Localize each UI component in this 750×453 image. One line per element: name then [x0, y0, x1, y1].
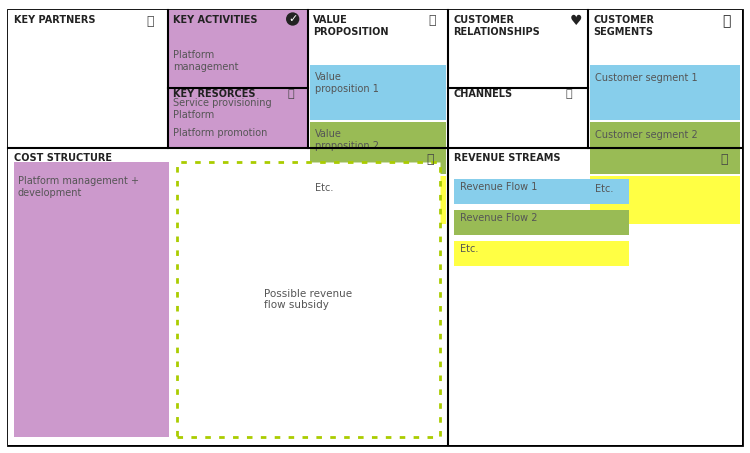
Text: Platform promotion: Platform promotion	[173, 128, 267, 138]
Text: ♥: ♥	[570, 14, 583, 28]
Bar	[310, 176, 446, 224]
Bar	[590, 65, 740, 120]
Text: 🌐: 🌐	[722, 14, 730, 28]
Bar	[8, 148, 448, 445]
Text: ✓: ✓	[288, 14, 297, 24]
Bar	[310, 122, 446, 174]
Bar	[177, 162, 440, 437]
Text: KEY PARTNERS: KEY PARTNERS	[14, 15, 95, 25]
Text: 💰: 💰	[720, 153, 728, 166]
Bar	[168, 10, 308, 148]
Text: Possible revenue
flow subsidy: Possible revenue flow subsidy	[265, 289, 352, 310]
Text: REVENUE STREAMS: REVENUE STREAMS	[454, 153, 560, 163]
Text: CUSTOMER
SEGMENTS: CUSTOMER SEGMENTS	[593, 15, 654, 37]
Text: KEY RESORCES: KEY RESORCES	[173, 89, 256, 99]
Text: 📌: 📌	[426, 153, 433, 166]
Text: Revenue Flow 1: Revenue Flow 1	[460, 182, 537, 192]
Text: Etc.: Etc.	[315, 183, 333, 193]
Text: Revenue Flow 2: Revenue Flow 2	[460, 213, 538, 223]
Text: VALUE
PROPOSITION: VALUE PROPOSITION	[313, 15, 388, 37]
Bar	[454, 210, 629, 235]
Text: ⛓: ⛓	[146, 15, 154, 28]
Text: COST STRUCTURE: COST STRUCTURE	[14, 153, 112, 163]
Bar	[310, 65, 446, 120]
Bar	[14, 162, 169, 437]
Text: KEY ACTIVITIES: KEY ACTIVITIES	[173, 15, 257, 25]
Text: Platform
management: Platform management	[173, 50, 238, 72]
Text: Value
proposition 1: Value proposition 1	[315, 72, 379, 94]
Bar	[454, 241, 629, 266]
Text: 🎁: 🎁	[428, 14, 436, 27]
Bar	[590, 176, 740, 224]
Text: 📊: 📊	[288, 89, 295, 99]
Bar	[8, 10, 168, 148]
Text: Value
proposition 2: Value proposition 2	[315, 129, 379, 150]
Text: Etc.: Etc.	[595, 184, 613, 194]
Bar	[448, 148, 742, 445]
Text: CHANNELS: CHANNELS	[453, 89, 512, 99]
Text: Customer segment 2: Customer segment 2	[595, 130, 698, 140]
Bar	[454, 179, 629, 204]
Text: Platform: Platform	[173, 110, 214, 120]
Text: Etc.: Etc.	[460, 244, 478, 254]
Bar	[448, 10, 588, 148]
Text: CUSTOMER
RELATIONSHIPS: CUSTOMER RELATIONSHIPS	[453, 15, 540, 37]
Bar	[590, 122, 740, 174]
Text: Customer segment 1: Customer segment 1	[595, 73, 698, 83]
Text: Platform management +
development: Platform management + development	[18, 176, 139, 198]
Text: 🚚: 🚚	[566, 89, 573, 99]
Bar	[588, 10, 742, 148]
Text: Service provisioning: Service provisioning	[173, 98, 272, 108]
Bar	[308, 10, 448, 148]
